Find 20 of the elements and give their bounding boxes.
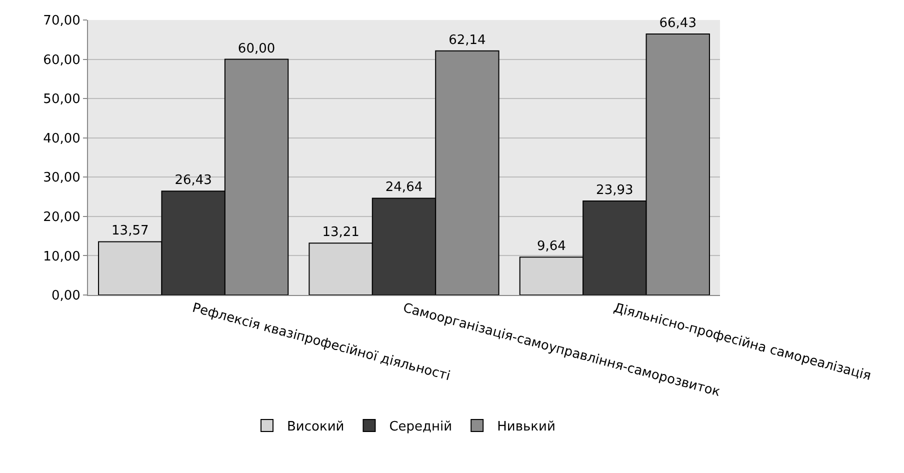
data-label: 24,64 bbox=[385, 180, 423, 196]
data-label: 66,43 bbox=[659, 16, 696, 32]
legend-label: Нивький bbox=[497, 420, 556, 435]
data-label: 62,14 bbox=[448, 32, 486, 48]
y-tick-label: 10,00 bbox=[43, 249, 80, 264]
y-tick-label: 40,00 bbox=[43, 131, 80, 146]
data-label: 26,43 bbox=[174, 173, 212, 188]
y-tick-label: 70,00 bbox=[43, 14, 80, 29]
legend-label: Високий bbox=[287, 420, 344, 435]
legend-label: Середній bbox=[389, 420, 452, 435]
data-label: 13,57 bbox=[112, 224, 149, 239]
data-label: 23,93 bbox=[596, 182, 634, 198]
data-label: 9,64 bbox=[536, 239, 566, 254]
data-label: 60,00 bbox=[238, 41, 276, 56]
data-label: 13,21 bbox=[322, 225, 360, 240]
y-tick-label: 30,00 bbox=[43, 170, 80, 186]
y-tick-label: 60,00 bbox=[43, 52, 80, 68]
y-tick-label: 50,00 bbox=[43, 92, 80, 108]
y-tick-label: 0,00 bbox=[51, 288, 80, 304]
y-tick-label: 20,00 bbox=[43, 210, 80, 225]
